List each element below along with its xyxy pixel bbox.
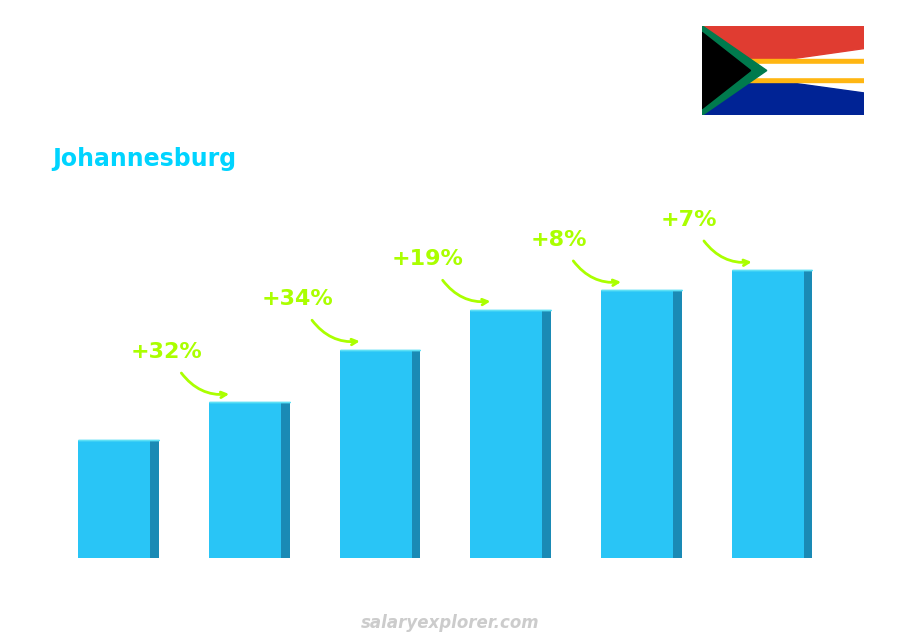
Polygon shape: [702, 26, 864, 71]
Bar: [281, 403, 290, 558]
Bar: [732, 271, 804, 558]
Text: +19%: +19%: [392, 249, 464, 269]
Bar: [601, 290, 673, 558]
Polygon shape: [702, 60, 864, 81]
Bar: [804, 271, 812, 558]
Text: 38,500 ZAR: 38,500 ZAR: [457, 289, 555, 304]
Bar: [411, 349, 420, 558]
Text: 18,200 ZAR: 18,200 ZAR: [65, 420, 164, 435]
Polygon shape: [702, 63, 864, 77]
Polygon shape: [702, 71, 864, 115]
Text: Energy Engineer: Energy Engineer: [52, 122, 248, 146]
Bar: [542, 310, 551, 558]
Text: salaryexplorer.com: salaryexplorer.com: [361, 614, 539, 632]
Text: Johannesburg: Johannesburg: [52, 147, 237, 171]
Bar: [471, 310, 542, 558]
Bar: [150, 440, 159, 558]
Bar: [78, 440, 150, 558]
Polygon shape: [702, 26, 767, 115]
Text: 41,500 ZAR: 41,500 ZAR: [588, 270, 686, 285]
Text: 44,600 ZAR: 44,600 ZAR: [718, 249, 817, 265]
Text: +8%: +8%: [530, 230, 587, 250]
Text: Salary Comparison By Experience: Salary Comparison By Experience: [52, 87, 762, 123]
Bar: [209, 403, 281, 558]
Text: Average Monthly Salary: Average Monthly Salary: [860, 278, 873, 427]
Polygon shape: [702, 32, 751, 108]
Text: +34%: +34%: [261, 289, 333, 310]
Text: 32,300 ZAR: 32,300 ZAR: [327, 329, 425, 344]
Text: 24,100 ZAR: 24,100 ZAR: [196, 381, 294, 397]
Bar: [340, 349, 411, 558]
Text: +7%: +7%: [661, 210, 717, 230]
Text: +32%: +32%: [130, 342, 202, 362]
Bar: [673, 290, 681, 558]
